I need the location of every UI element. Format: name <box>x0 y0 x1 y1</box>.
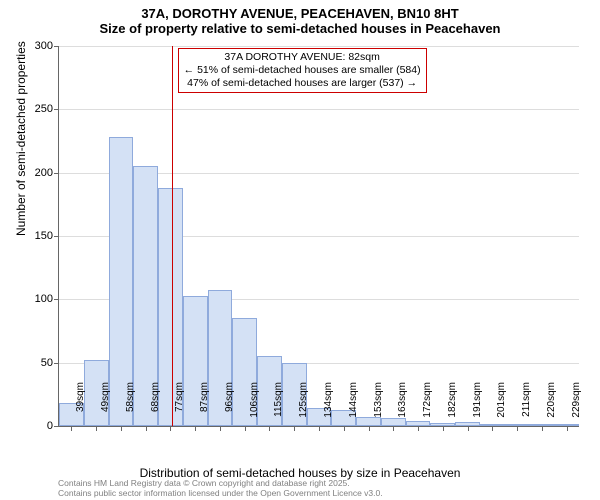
footer-line2: Contains public sector information licen… <box>58 489 383 498</box>
xtick-mark <box>146 426 147 431</box>
ytick-label: 100 <box>35 293 53 305</box>
annotation-line1: 37A DOROTHY AVENUE: 82sqm <box>184 51 421 64</box>
xtick-label: 220sqm <box>546 382 557 432</box>
xtick-label: 191sqm <box>472 382 483 432</box>
y-axis-label: Number of semi-detached properties <box>14 41 28 236</box>
xtick-mark <box>294 426 295 431</box>
ytick-mark <box>54 236 59 237</box>
xtick-label: 58sqm <box>125 382 136 432</box>
footer-attribution: Contains HM Land Registry data © Crown c… <box>58 479 383 498</box>
xtick-label: 211sqm <box>521 382 532 432</box>
xtick-label: 134sqm <box>323 382 334 432</box>
xtick-mark <box>468 426 469 431</box>
title-subtitle: Size of property relative to semi-detach… <box>0 21 600 36</box>
xtick-mark <box>567 426 568 431</box>
xtick-label: 153sqm <box>373 382 384 432</box>
ytick-mark <box>54 109 59 110</box>
title-address: 37A, DOROTHY AVENUE, PEACEHAVEN, BN10 8H… <box>0 6 600 21</box>
xtick-mark <box>393 426 394 431</box>
xtick-mark <box>344 426 345 431</box>
xtick-label: 163sqm <box>397 382 408 432</box>
xtick-label: 125sqm <box>298 382 309 432</box>
xtick-mark <box>269 426 270 431</box>
xtick-mark <box>195 426 196 431</box>
xtick-mark <box>121 426 122 431</box>
xtick-mark <box>418 426 419 431</box>
xtick-label: 144sqm <box>348 382 359 432</box>
xtick-label: 39sqm <box>75 382 86 432</box>
xtick-mark <box>517 426 518 431</box>
ytick-mark <box>54 363 59 364</box>
ytick-label: 50 <box>41 357 53 369</box>
xtick-label: 201sqm <box>496 382 507 432</box>
xtick-mark <box>369 426 370 431</box>
xtick-label: 96sqm <box>224 382 235 432</box>
ytick-label: 0 <box>47 420 53 432</box>
xtick-label: 68sqm <box>150 382 161 432</box>
xtick-mark <box>443 426 444 431</box>
xtick-label: 106sqm <box>249 382 260 432</box>
xtick-label: 115sqm <box>273 382 284 432</box>
xtick-label: 49sqm <box>100 382 111 432</box>
xtick-mark <box>542 426 543 431</box>
xtick-mark <box>245 426 246 431</box>
ytick-mark <box>54 426 59 427</box>
ytick-mark <box>54 46 59 47</box>
ytick-label: 250 <box>35 103 53 115</box>
xtick-mark <box>96 426 97 431</box>
xtick-mark <box>220 426 221 431</box>
annotation-line3: 47% of semi-detached houses are larger (… <box>184 77 421 90</box>
annotation-line2: ← 51% of semi-detached houses are smalle… <box>184 64 421 77</box>
ytick-label: 150 <box>35 230 53 242</box>
ytick-mark <box>54 299 59 300</box>
property-marker-line <box>172 46 173 426</box>
ytick-label: 300 <box>35 40 53 52</box>
ytick-mark <box>54 173 59 174</box>
gridline <box>59 46 579 47</box>
xtick-mark <box>170 426 171 431</box>
ytick-label: 200 <box>35 167 53 179</box>
xtick-mark <box>492 426 493 431</box>
property-annotation: 37A DOROTHY AVENUE: 82sqm← 51% of semi-d… <box>178 48 427 93</box>
xtick-label: 77sqm <box>174 382 185 432</box>
xtick-mark <box>319 426 320 431</box>
xtick-label: 172sqm <box>422 382 433 432</box>
histogram-chart: 05010015020025030039sqm49sqm58sqm68sqm77… <box>58 46 578 426</box>
xtick-label: 182sqm <box>447 382 458 432</box>
plot-area: 05010015020025030039sqm49sqm58sqm68sqm77… <box>58 46 579 427</box>
gridline <box>59 109 579 110</box>
xtick-mark <box>71 426 72 431</box>
xtick-label: 87sqm <box>199 382 210 432</box>
chart-title-block: 37A, DOROTHY AVENUE, PEACEHAVEN, BN10 8H… <box>0 0 600 36</box>
xtick-label: 229sqm <box>571 382 582 432</box>
